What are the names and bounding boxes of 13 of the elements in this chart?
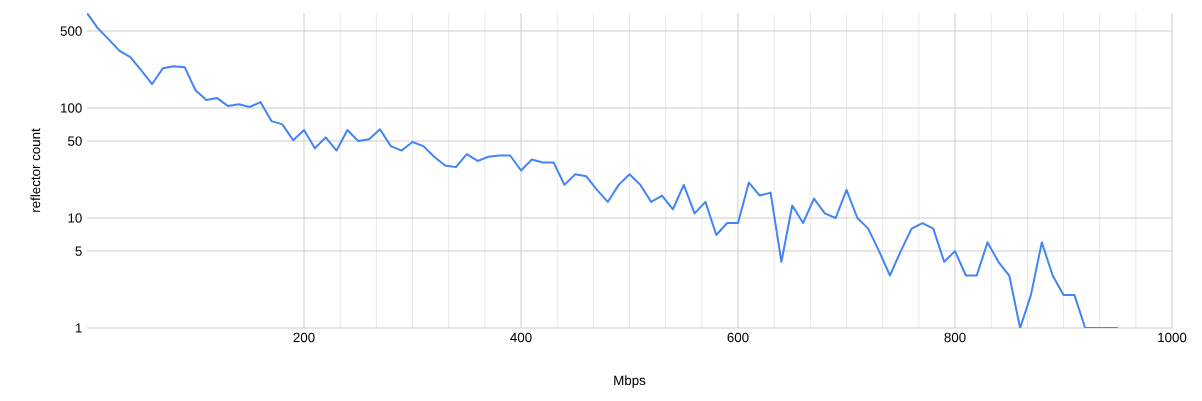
x-axis-title: Mbps <box>614 375 646 388</box>
y-tick-label: 10 <box>68 213 82 223</box>
y-tick-label: 5 <box>75 246 82 256</box>
x-tick-label: 1000 <box>1158 332 1187 343</box>
x-tick-label: 800 <box>944 332 966 343</box>
y-tick-label: 1 <box>75 323 82 333</box>
x-tick-label: 400 <box>510 332 532 343</box>
y-tick-label: 50 <box>68 136 82 146</box>
x-tick-label: 200 <box>293 332 315 343</box>
y-axis-title: reflector count <box>30 128 41 212</box>
y-tick-label: 500 <box>60 26 82 36</box>
y-tick-label: 100 <box>61 103 82 113</box>
x-tick-label: 600 <box>727 332 749 343</box>
